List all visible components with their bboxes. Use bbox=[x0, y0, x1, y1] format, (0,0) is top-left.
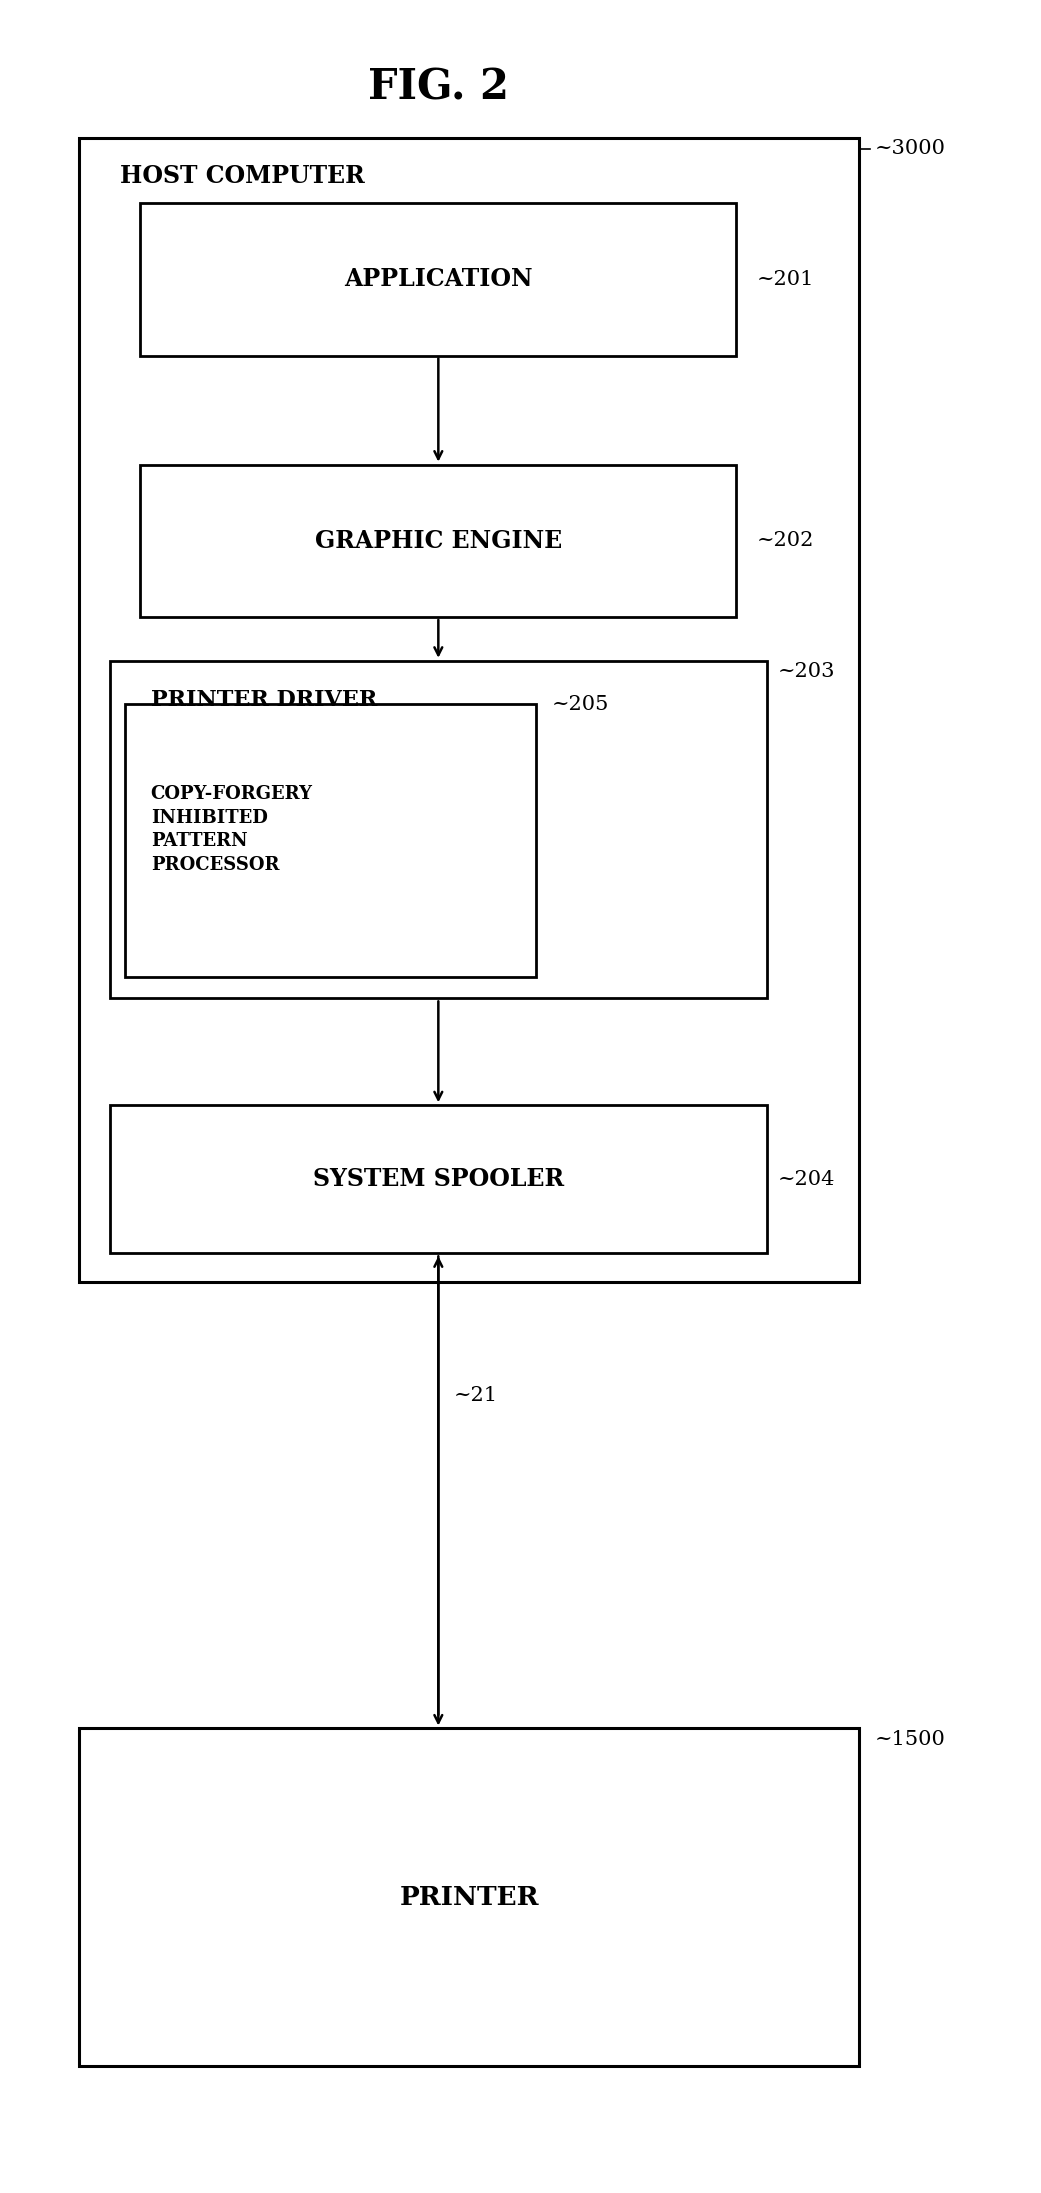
Bar bbox=[125, 704, 536, 976]
Text: ~203: ~203 bbox=[778, 662, 835, 682]
Text: ~1500: ~1500 bbox=[874, 1730, 945, 1748]
Text: ~201: ~201 bbox=[757, 270, 814, 289]
Bar bbox=[109, 1105, 767, 1254]
Text: FIG. 2: FIG. 2 bbox=[367, 66, 509, 110]
Text: ~205: ~205 bbox=[552, 695, 609, 713]
Bar bbox=[141, 465, 736, 616]
Bar bbox=[79, 138, 860, 1281]
Text: PRINTER: PRINTER bbox=[400, 1884, 539, 1910]
Text: COPY-FORGERY
INHIBITED
PATTERN
PROCESSOR: COPY-FORGERY INHIBITED PATTERN PROCESSOR bbox=[151, 785, 312, 875]
Text: PRINTER DRIVER: PRINTER DRIVER bbox=[151, 689, 377, 711]
Bar bbox=[141, 204, 736, 355]
Text: HOST COMPUTER: HOST COMPUTER bbox=[120, 164, 364, 189]
Text: ~202: ~202 bbox=[757, 531, 814, 550]
Text: GRAPHIC ENGINE: GRAPHIC ENGINE bbox=[314, 529, 562, 553]
Text: ~21: ~21 bbox=[454, 1386, 498, 1404]
Bar bbox=[79, 1728, 860, 2066]
Text: ~204: ~204 bbox=[778, 1169, 835, 1189]
Text: SYSTEM SPOOLER: SYSTEM SPOOLER bbox=[312, 1167, 564, 1191]
Bar bbox=[109, 660, 767, 998]
Text: ~3000: ~3000 bbox=[874, 138, 946, 158]
Text: APPLICATION: APPLICATION bbox=[344, 268, 533, 292]
